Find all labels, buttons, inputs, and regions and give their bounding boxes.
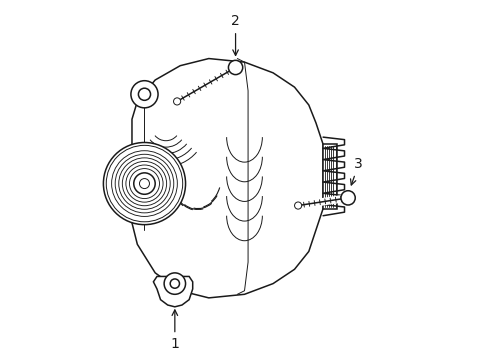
Circle shape <box>138 88 150 100</box>
Polygon shape <box>153 276 192 307</box>
Circle shape <box>131 81 158 108</box>
Circle shape <box>164 273 185 294</box>
Circle shape <box>134 173 155 194</box>
Circle shape <box>228 60 242 75</box>
Circle shape <box>340 191 354 205</box>
Circle shape <box>170 279 179 288</box>
Text: 1: 1 <box>170 310 179 351</box>
Circle shape <box>173 98 180 105</box>
Circle shape <box>139 179 149 189</box>
Polygon shape <box>323 144 337 208</box>
Circle shape <box>294 202 301 209</box>
Text: 3: 3 <box>350 157 363 185</box>
Circle shape <box>103 143 185 225</box>
Text: 2: 2 <box>231 14 240 55</box>
Polygon shape <box>132 59 323 298</box>
